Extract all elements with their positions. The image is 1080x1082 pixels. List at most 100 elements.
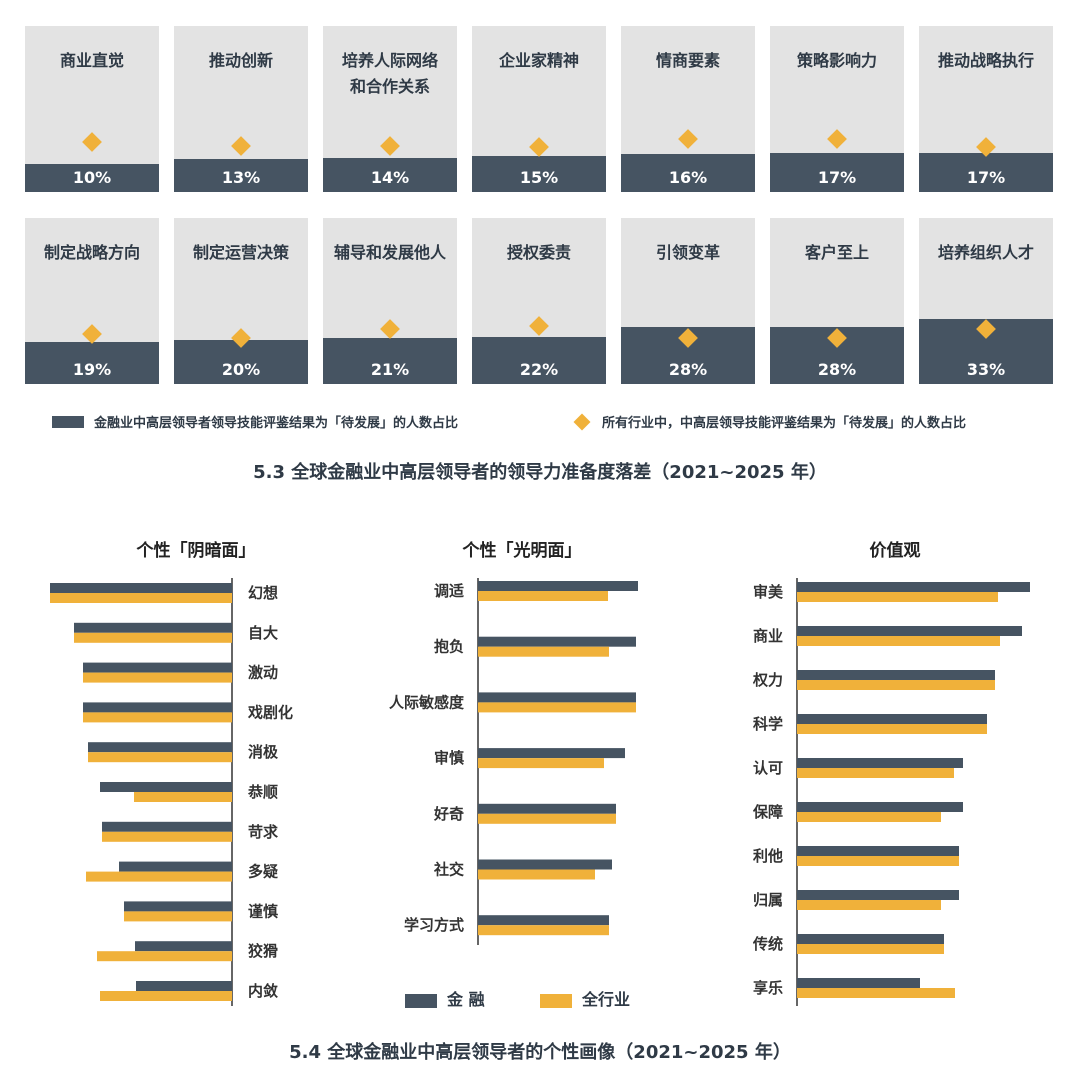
category-label: 社交 (433, 861, 464, 879)
legend2-all: 全行业 (540, 986, 631, 1009)
bar-finance (797, 890, 959, 900)
bar-all-industry (100, 991, 232, 1001)
bar-all-industry (797, 680, 995, 690)
skill-tile-label: 策略影响力 (796, 51, 877, 70)
bar-all-industry (74, 632, 232, 643)
category-label: 归属 (753, 891, 783, 909)
category-label: 狡猾 (248, 942, 278, 960)
skill-tile-bar (174, 159, 308, 192)
skill-tile-percent: 19% (72, 360, 112, 379)
bar-finance (797, 934, 944, 944)
skill-tile: 商业直觉 10% (25, 26, 159, 192)
category-label: 权力 (752, 671, 783, 689)
skill-tile-bar (25, 342, 159, 384)
category-label: 抱负 (434, 638, 464, 656)
legend2-all-label: 全行业 (582, 990, 631, 1009)
category-label: 学习方式 (404, 916, 464, 934)
skill-tile: 制定运营决策 20% (174, 218, 308, 384)
bar-finance (797, 978, 920, 988)
category-label: 科学 (753, 715, 783, 733)
category-label: 利他 (753, 847, 783, 865)
bar-finance (135, 941, 232, 952)
category-label: 苛求 (248, 823, 279, 841)
bar-all-industry (478, 925, 609, 936)
skill-tile: 培养人际网络 和合作关系 14% (323, 26, 457, 192)
bar-all-industry (797, 768, 954, 778)
bar-finance (478, 859, 612, 870)
skill-tile-percent: 14% (370, 168, 410, 187)
bar-all-industry (797, 856, 959, 866)
skill-tile-label: 培养人际网络 和合作关系 (341, 51, 438, 96)
skill-tile-bar (919, 153, 1053, 192)
bar-finance (83, 702, 232, 713)
bar-finance (478, 692, 636, 703)
category-label: 恭顺 (247, 783, 278, 801)
legend-finance-label: 金融业中高层领导者领导技能评鉴结果为「待发展」的人数占比 (94, 416, 459, 431)
tiles-legend: 金融业中高层领导者领导技能评鉴结果为「待发展」的人数占比 所有行业中，中高层领导… (52, 408, 1052, 438)
skill-tile: 策略影响力 17% (770, 26, 904, 192)
category-label: 审慎 (434, 749, 464, 767)
bar-finance (102, 821, 232, 832)
skill-tile-percent: 16% (668, 168, 708, 187)
chart-title: 个性「光明面」 (462, 540, 582, 561)
bar-finance (797, 758, 963, 768)
skill-tile: 制定战略方向 19% (25, 218, 159, 384)
skill-tile-percent: 20% (221, 360, 261, 379)
bar-all-industry (797, 812, 941, 822)
bar-finance (136, 981, 232, 991)
skill-tile-label: 情商要素 (655, 51, 720, 70)
skill-tile: 推动创新 13% (174, 26, 308, 192)
skill-tile: 情商要素 16% (621, 26, 755, 192)
skill-tile-label: 企业家精神 (498, 51, 579, 70)
bar-finance (124, 901, 232, 912)
bar-all-industry (797, 592, 998, 602)
skill-tile-bar (621, 154, 755, 192)
skill-tile: 企业家精神 15% (472, 26, 606, 192)
skill-tile-label: 推动创新 (208, 51, 273, 70)
skill-tile-percent: 17% (966, 168, 1006, 187)
skill-tile-label: 制定运营决策 (192, 243, 289, 262)
skill-tile-bar (25, 164, 159, 192)
bar-finance (119, 861, 232, 872)
bar-all-industry (797, 724, 987, 734)
bar-all-industry (86, 871, 232, 882)
category-label: 传统 (752, 935, 783, 953)
bar-all-industry (50, 593, 232, 603)
skill-tile-percent: 21% (370, 360, 410, 379)
bar-all-industry (88, 752, 232, 763)
skill-tile-bar (323, 338, 457, 384)
skill-tile-label: 授权委责 (506, 243, 571, 262)
bar-all-industry (83, 672, 232, 683)
category-label: 商业 (753, 627, 783, 645)
skill-tile-percent: 10% (72, 168, 112, 187)
bar-all-industry (478, 813, 616, 824)
category-label: 保障 (752, 803, 783, 821)
skill-tile-label: 客户至上 (804, 243, 869, 262)
bar-all-industry (797, 636, 1000, 646)
skill-tile-bar (323, 158, 457, 192)
bar-all-industry (478, 646, 609, 657)
skill-tile: 引领变革 28% (621, 218, 755, 384)
bar-finance (478, 636, 636, 647)
category-label: 激动 (248, 664, 278, 682)
bar-finance (478, 581, 638, 591)
category-label: 享乐 (753, 979, 783, 997)
bar-all-industry (83, 712, 232, 723)
skill-tile-label: 辅导和发展他人 (333, 243, 446, 262)
category-label: 自大 (248, 624, 278, 642)
category-label: 戏剧化 (247, 703, 293, 721)
skill-tile-percent: 15% (519, 168, 559, 187)
category-label: 谨慎 (248, 902, 278, 920)
category-label: 调适 (434, 582, 464, 600)
category-label: 人际敏感度 (389, 693, 465, 711)
bar-finance (797, 670, 995, 680)
bar-all-industry (124, 911, 232, 922)
bar-finance (478, 915, 609, 926)
bar-finance (797, 846, 959, 856)
legend2-finance-swatch (405, 993, 437, 1008)
category-label: 认可 (753, 759, 783, 777)
skill-tile-label: 推动战略执行 (937, 51, 1034, 70)
bar-finance (50, 583, 232, 593)
category-label: 好奇 (433, 805, 464, 823)
skill-tile-label: 引领变革 (655, 243, 720, 262)
